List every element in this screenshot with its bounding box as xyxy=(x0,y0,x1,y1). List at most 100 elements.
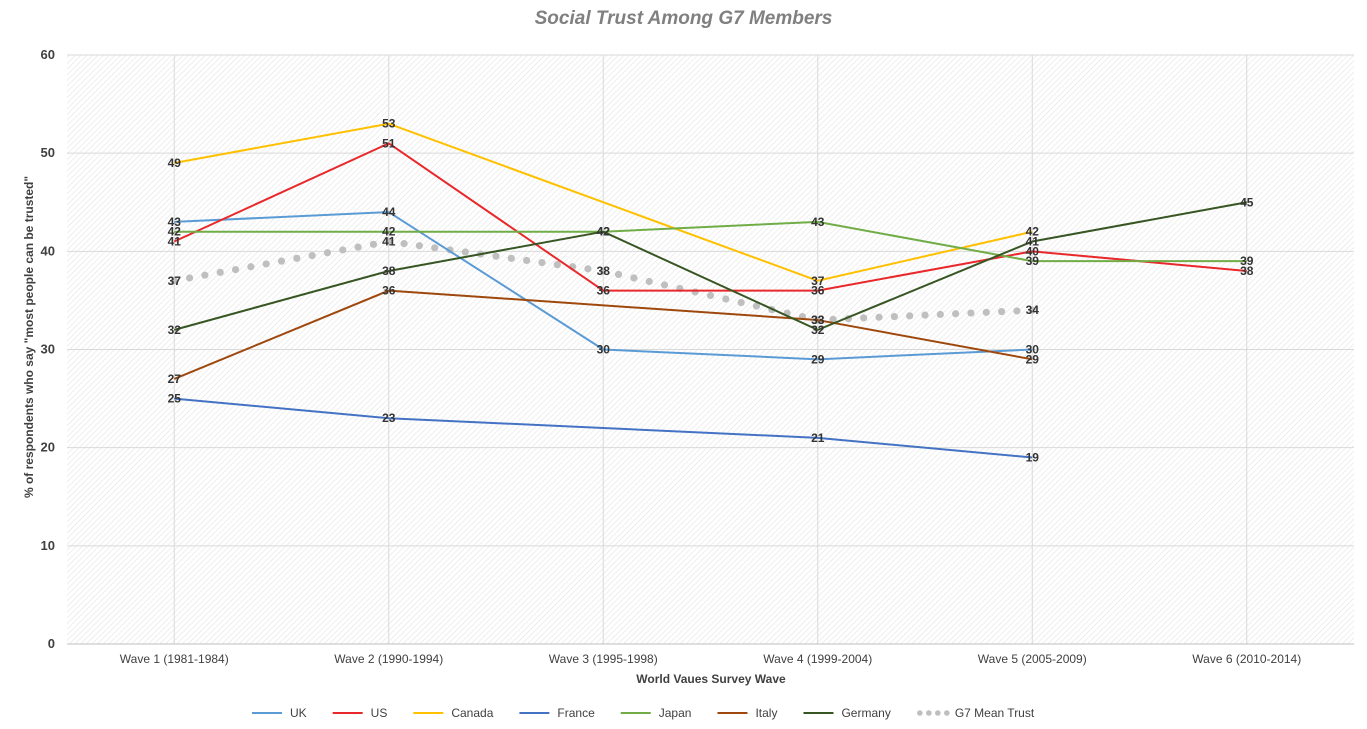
data-label: 33 xyxy=(811,313,825,327)
series-dot xyxy=(829,315,837,323)
series-dot xyxy=(523,256,531,265)
series-dot xyxy=(706,291,715,300)
data-label: 23 xyxy=(382,411,396,425)
data-label: 39 xyxy=(1240,254,1254,268)
series-dot xyxy=(1013,307,1021,315)
legend-swatch xyxy=(926,710,932,716)
series-dot xyxy=(431,244,439,252)
data-label: 30 xyxy=(597,343,611,357)
data-label: 42 xyxy=(597,225,611,239)
y-tick-label: 20 xyxy=(41,440,55,455)
series-dot xyxy=(201,271,209,279)
series-dot xyxy=(277,257,286,265)
series-dot xyxy=(293,254,301,262)
series-dot xyxy=(323,249,332,257)
series-dot xyxy=(553,261,561,269)
series-dot xyxy=(339,246,347,254)
x-tick-label: Wave 2 (1990-1994) xyxy=(334,652,443,666)
series-dot xyxy=(308,251,316,260)
legend-label: UK xyxy=(290,706,307,720)
chart-title: Social Trust Among G7 Members xyxy=(534,8,833,29)
series-dot xyxy=(231,265,240,274)
series-canada xyxy=(174,122,1033,282)
x-tick-label: Wave 1 (1981-1984) xyxy=(120,652,229,666)
data-label: 37 xyxy=(168,274,182,288)
data-label: 41 xyxy=(1026,235,1040,249)
legend-item: France xyxy=(519,706,595,720)
series-dot xyxy=(369,240,378,248)
legend: UK US Canada France Japan Italy Germany G7 Mean… xyxy=(252,706,1035,720)
data-label: 32 xyxy=(168,323,182,337)
series-dot xyxy=(722,295,730,303)
data-label: 33 xyxy=(811,313,825,327)
y-tick-label: 10 xyxy=(41,538,55,553)
data-label: 43 xyxy=(168,215,182,229)
series-dot xyxy=(982,308,990,316)
data-label: 36 xyxy=(811,284,825,298)
data-label: 21 xyxy=(811,431,825,445)
series-dot xyxy=(400,240,408,248)
series-dot xyxy=(660,281,669,289)
series-france xyxy=(174,397,1033,459)
y-tick-label: 30 xyxy=(41,342,55,357)
series-dot xyxy=(461,248,469,256)
series-italy xyxy=(173,289,1033,380)
data-label: 42 xyxy=(168,225,182,239)
legend-swatch xyxy=(944,710,950,716)
series-dot xyxy=(415,242,423,250)
legend-swatch xyxy=(917,710,923,716)
data-label: 49 xyxy=(168,156,182,170)
series-dot xyxy=(875,313,883,321)
data-label: 41 xyxy=(168,235,182,249)
data-label: 53 xyxy=(382,117,396,131)
series-dot xyxy=(737,298,745,307)
legend-swatch xyxy=(935,710,941,716)
legend-label: Japan xyxy=(659,706,692,720)
series-germany xyxy=(173,201,1247,331)
data-label: 29 xyxy=(1026,352,1040,366)
data-label: 32 xyxy=(811,323,825,337)
series-dot xyxy=(492,252,500,260)
x-tick-label: Wave 4 (1999-2004) xyxy=(763,652,872,666)
y-tick-label: 50 xyxy=(41,145,55,160)
legend-item: Japan xyxy=(620,706,692,720)
data-label: 41 xyxy=(382,235,396,249)
legend-item: US xyxy=(332,706,387,720)
series-dot xyxy=(385,237,393,246)
data-label: 43 xyxy=(811,215,825,229)
x-axis-label: World Vaues Survey Wave xyxy=(636,672,786,686)
series-dot xyxy=(262,260,270,268)
legend-item: UK xyxy=(252,706,307,720)
series-dot xyxy=(247,263,255,271)
y-tick-label: 60 xyxy=(41,47,55,62)
legend-item: Italy xyxy=(717,706,777,720)
series-dot xyxy=(584,265,592,273)
series-dot xyxy=(967,309,975,317)
series-dot xyxy=(630,274,638,282)
series-dot xyxy=(890,312,898,321)
data-label: 44 xyxy=(382,205,396,219)
x-tick-label: Wave 5 (2005-2009) xyxy=(978,652,1087,666)
data-label: 19 xyxy=(1026,450,1040,464)
y-tick-label: 40 xyxy=(41,243,55,258)
series-dot xyxy=(752,302,761,310)
series-uk xyxy=(174,211,1033,361)
series-dot xyxy=(952,310,960,318)
data-label: 38 xyxy=(597,264,611,278)
series-dot xyxy=(860,314,868,322)
legend-item: Canada xyxy=(413,706,494,720)
series-dot xyxy=(998,308,1006,316)
data-label: 51 xyxy=(382,136,396,150)
data-label: 45 xyxy=(1240,195,1254,209)
legend-label: Italy xyxy=(755,706,777,720)
axes: 0 10 20 30 40 50 60 Wave 1 (1981-1984) Wave 2 (1… xyxy=(41,47,1354,666)
y-tick-label: 0 xyxy=(48,636,55,651)
series-dot xyxy=(185,274,194,282)
data-label: 36 xyxy=(597,284,611,298)
data-label: 29 xyxy=(811,352,825,366)
data-label: 38 xyxy=(1240,264,1254,278)
data-label: 36 xyxy=(382,284,396,298)
data-label: 27 xyxy=(168,372,182,386)
